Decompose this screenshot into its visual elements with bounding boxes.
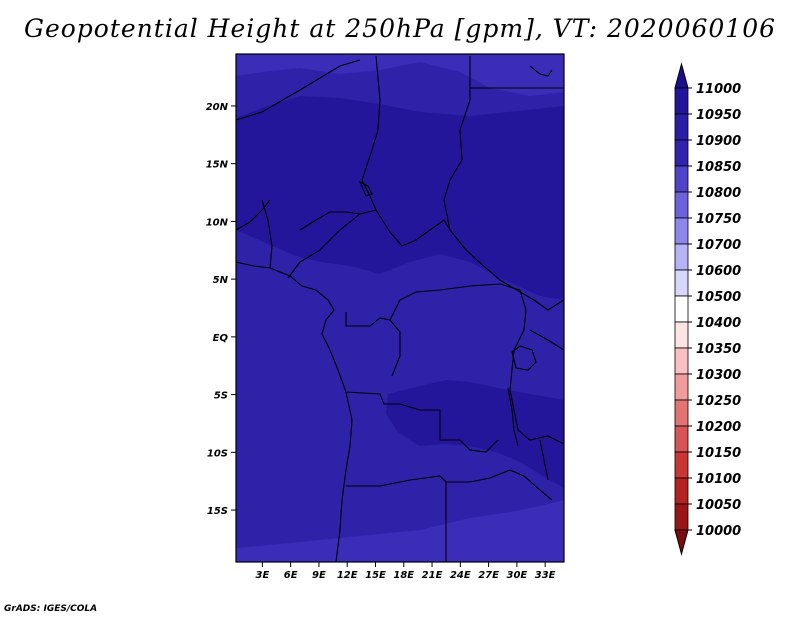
border-congo-1 <box>345 312 401 377</box>
colorbar-label: 10200 <box>696 420 741 435</box>
colorbar-label: 10150 <box>696 446 741 461</box>
colorbar-label: 10750 <box>696 212 741 227</box>
lat-tick-label: 10S <box>207 448 228 459</box>
field-band-10850-north <box>236 54 564 96</box>
colorbar-segment <box>674 165 689 193</box>
grads-credit: GrADS: IGES/COLA <box>4 604 98 614</box>
lon-tick-label: 33E <box>535 570 556 581</box>
border-east-1 <box>533 299 564 311</box>
border-zambia <box>446 469 553 501</box>
colorbar-segment <box>674 243 689 271</box>
colorbar-label: 10400 <box>696 316 741 331</box>
latitude-axis: 20N 15N 10N 5N EQ 5S 10S 15S <box>206 102 236 517</box>
border-drc-north <box>389 283 521 321</box>
colorbar-segment <box>674 477 689 505</box>
lake-chad <box>358 180 373 197</box>
colorbar-label: 10950 <box>696 108 741 123</box>
colorbar-segment <box>674 269 689 297</box>
lon-tick-label: 27E <box>478 570 499 581</box>
lake-tanganyika <box>507 387 519 447</box>
colorbar-label: 10850 <box>696 160 741 175</box>
gulf-guinea-coast <box>236 199 271 262</box>
colorbar-bottom-triangle <box>674 529 689 556</box>
lon-tick-label: 9E <box>312 570 326 581</box>
colorbar-label: 11000 <box>696 82 741 97</box>
border-drc-east <box>509 289 527 431</box>
border-east-3 <box>517 429 564 445</box>
colorbar-segment <box>674 347 689 375</box>
lon-tick-label: 6E <box>284 570 298 581</box>
lon-tick-label: 21E <box>422 570 443 581</box>
colorbar-label: 10600 <box>696 264 741 279</box>
colorbar-segment <box>674 191 689 219</box>
colorbar-segment <box>674 321 689 349</box>
lat-tick-label: 5N <box>213 275 229 286</box>
border-west-1 <box>261 199 273 269</box>
border-central-1 <box>287 209 377 279</box>
border-east-2 <box>529 329 564 351</box>
colorbar: 11000 10950 10900 10850 10800 10750 10700 10600… <box>674 62 741 556</box>
field-band-10950-southeast <box>386 380 564 488</box>
lat-tick-label: 15N <box>206 160 229 171</box>
colorbar-label: 10300 <box>696 368 741 383</box>
lat-tick-label: 10N <box>206 217 229 228</box>
border-car <box>375 209 451 247</box>
border-chad-sudan <box>443 56 535 301</box>
longitude-axis: 3E 6E 9E 12E 15E 18E 21E 24E 27E 30E 33E <box>255 562 556 581</box>
colorbar-label: 10250 <box>696 394 741 409</box>
coastlines-borders <box>236 55 564 562</box>
colorbar-label: 10100 <box>696 472 741 487</box>
height-field <box>236 54 564 562</box>
colorbar-segment <box>674 217 689 245</box>
colorbar-segment <box>674 113 689 141</box>
lon-tick-label: 30E <box>506 570 527 581</box>
colorbar-segment <box>674 503 689 531</box>
lon-tick-label: 3E <box>255 570 269 581</box>
colorbar-segment <box>674 373 689 401</box>
colorbar-segment <box>674 399 689 427</box>
border-sahara-2 <box>361 55 381 211</box>
map-frame <box>235 53 565 563</box>
lon-tick-label: 18E <box>393 570 414 581</box>
field-band-10950-north <box>236 96 564 300</box>
colorbar-label: 10900 <box>696 134 741 149</box>
field-band-10850-south <box>236 500 564 562</box>
lake-victoria <box>511 345 537 371</box>
colorbar-segment <box>674 295 689 323</box>
lake-malawi <box>539 439 549 481</box>
colorbar-label: 10050 <box>696 498 741 513</box>
colorbar-segment <box>674 425 689 453</box>
colorbar-segment <box>674 139 689 167</box>
colorbar-label: 10700 <box>696 238 741 253</box>
colorbar-label: 10000 <box>696 524 741 539</box>
colorbar-label: 10350 <box>696 342 741 357</box>
lat-tick-label: 20N <box>206 102 229 113</box>
red-sea-coast <box>529 65 553 77</box>
border-nigeria-cameroon <box>299 211 361 231</box>
lon-tick-label: 12E <box>337 570 358 581</box>
lon-tick-label: 24E <box>450 570 471 581</box>
colorbar-label: 10500 <box>696 290 741 305</box>
border-angola-south <box>346 475 447 562</box>
colorbar-top-triangle <box>674 62 689 89</box>
border-angola <box>345 391 499 453</box>
colorbar-segment <box>674 87 689 115</box>
lon-tick-label: 15E <box>365 570 386 581</box>
colorbar-segment <box>674 451 689 479</box>
colorbar-label: 10800 <box>696 186 741 201</box>
lat-tick-label: 15S <box>207 506 228 517</box>
lat-tick-label: 5S <box>214 391 228 402</box>
lat-tick-label: EQ <box>213 333 229 344</box>
chart-title: Geopotential Height at 250hPa [gpm], VT:… <box>23 14 777 43</box>
border-sahara-1 <box>236 59 361 121</box>
